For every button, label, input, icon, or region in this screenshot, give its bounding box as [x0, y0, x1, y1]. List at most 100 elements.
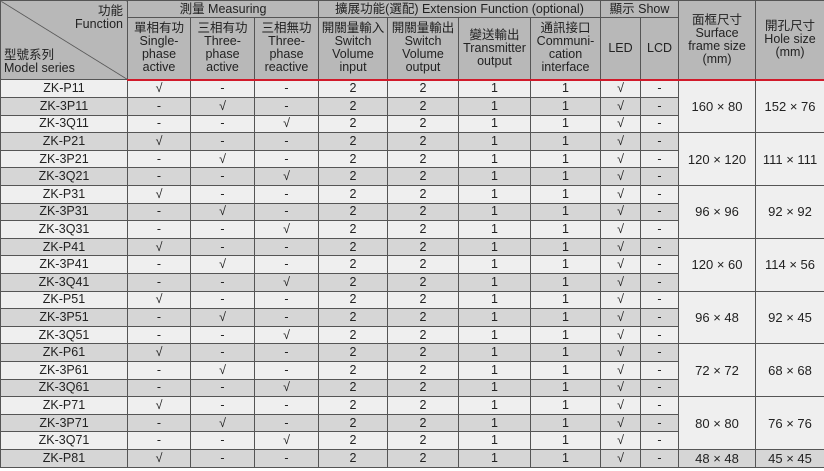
- value-cell: 2: [387, 273, 459, 292]
- value-cell: √: [600, 273, 642, 292]
- column-header-en: LCD: [647, 40, 673, 55]
- table-row: ZK-P41 √ - -2 2 1 1 √ -120 × 60 114 × 56: [0, 237, 824, 292]
- column-header-4: 開關量輸出 Switch Volume output: [387, 17, 459, 81]
- surface-frame-size-cell: 160 × 80: [678, 78, 757, 134]
- value-cell: √: [600, 343, 642, 362]
- value-cell: -: [254, 448, 319, 468]
- hole-size-cell: 111 × 111: [755, 132, 824, 187]
- value-cell: -: [127, 308, 191, 327]
- value-cell: 2: [318, 255, 388, 275]
- corner-model-zh: 型號系列: [4, 48, 55, 62]
- value-cell: 1: [458, 325, 531, 345]
- value-cell: -: [640, 343, 680, 362]
- value-cell: 1: [458, 290, 531, 310]
- table-row: ZK-3Q41- - √ 2 2 1 1 √ -: [0, 273, 824, 292]
- value-cell: 1: [529, 396, 602, 415]
- table-row: ZK-P81 √ - -2 2 1 1 √ -48 × 48 45 × 45: [0, 448, 824, 468]
- value-cell: 2: [318, 431, 388, 450]
- group-measuring: 測量 Measuring: [127, 0, 319, 18]
- model-cell: ZK-3Q71: [0, 431, 128, 450]
- value-cell: -: [254, 185, 319, 204]
- value-cell: √: [190, 97, 255, 116]
- table-row: ZK-3P61- √ -2 2 1 1 √ -: [0, 361, 824, 380]
- corner-function-zh: 功能: [97, 4, 123, 18]
- value-cell: 1: [458, 149, 531, 169]
- value-cell: 2: [387, 396, 459, 415]
- value-cell: 2: [387, 237, 459, 257]
- value-cell: 2: [387, 343, 459, 362]
- value-cell: 1: [529, 325, 602, 345]
- value-cell: -: [127, 114, 191, 134]
- value-cell: 1: [458, 167, 531, 187]
- value-cell: 1: [529, 273, 602, 292]
- value-cell: -: [190, 325, 255, 345]
- value-cell: √: [600, 290, 642, 310]
- value-cell: √: [190, 149, 255, 169]
- value-cell: 1: [458, 448, 531, 468]
- value-cell: √: [127, 290, 191, 310]
- value-cell: 1: [458, 237, 531, 257]
- model-cell: ZK-P71: [0, 396, 128, 415]
- value-cell: 2: [387, 114, 459, 134]
- model-cell: ZK-3Q41: [0, 273, 128, 292]
- value-cell: √: [600, 255, 642, 275]
- table-row: ZK-3P21- √ -2 2 1 1 √ -: [0, 149, 824, 169]
- group-extension: 擴展功能(選配) Extension Function (optional): [317, 0, 602, 18]
- surface-frame-size-cell: 48 × 48: [678, 448, 757, 468]
- column-header-en: Switch Volume output: [402, 34, 444, 75]
- value-cell: -: [640, 78, 680, 99]
- value-cell: -: [127, 167, 191, 187]
- value-cell: 1: [458, 78, 531, 99]
- value-cell: 2: [387, 202, 459, 222]
- value-cell: √: [254, 114, 319, 134]
- column-header-1: 三相有功 Three-phase active: [190, 17, 255, 81]
- value-cell: 1: [458, 202, 531, 222]
- column-header-zh: 開孔尺寸: [765, 19, 816, 34]
- value-cell: 2: [318, 202, 388, 222]
- value-cell: 2: [318, 396, 388, 415]
- surface-frame-size-cell: 96 × 96: [678, 185, 757, 239]
- value-cell: 1: [529, 343, 602, 362]
- value-cell: √: [600, 431, 642, 450]
- value-cell: √: [127, 396, 191, 415]
- value-cell: 1: [529, 149, 602, 169]
- value-cell: √: [600, 413, 642, 433]
- value-cell: -: [254, 308, 319, 327]
- value-cell: 1: [529, 308, 602, 327]
- value-cell: -: [190, 396, 255, 415]
- value-cell: -: [640, 431, 680, 450]
- value-cell: 1: [458, 361, 531, 380]
- value-cell: √: [254, 378, 319, 398]
- value-cell: -: [254, 132, 319, 151]
- value-cell: 1: [529, 167, 602, 187]
- column-header-zh: 三相無功: [261, 21, 312, 36]
- value-cell: 1: [458, 97, 531, 116]
- table-row: ZK-3P31- √ -2 2 1 1 √ -: [0, 202, 824, 222]
- value-cell: √: [600, 185, 642, 204]
- hole-size-cell: 152 × 76: [755, 78, 824, 134]
- value-cell: 2: [387, 290, 459, 310]
- column-header-zh: 開關量輸出: [391, 21, 455, 36]
- value-cell: 2: [318, 185, 388, 204]
- model-cell: ZK-P31: [0, 185, 128, 204]
- column-header-zh: 單相有功: [133, 21, 184, 36]
- column-header-zh: 三相有功: [197, 21, 248, 36]
- value-cell: -: [640, 202, 680, 222]
- value-cell: 2: [387, 149, 459, 169]
- value-cell: √: [254, 431, 319, 450]
- hole-size-cell: 68 × 68: [755, 343, 824, 398]
- column-header-zh: 面框尺寸: [692, 12, 743, 27]
- value-cell: 1: [458, 114, 531, 134]
- value-cell: 2: [387, 325, 459, 345]
- value-cell: 2: [318, 167, 388, 187]
- group-show: 顯示 Show: [600, 0, 680, 18]
- value-cell: 2: [387, 378, 459, 398]
- value-cell: -: [640, 308, 680, 327]
- column-header-0: 單相有功 Single-phase active: [127, 17, 191, 81]
- value-cell: 1: [458, 396, 531, 415]
- value-cell: 2: [387, 78, 459, 99]
- value-cell: 1: [529, 413, 602, 433]
- value-cell: 1: [529, 237, 602, 257]
- value-cell: -: [254, 202, 319, 222]
- column-header-en: Surface frame size (mm): [688, 25, 746, 66]
